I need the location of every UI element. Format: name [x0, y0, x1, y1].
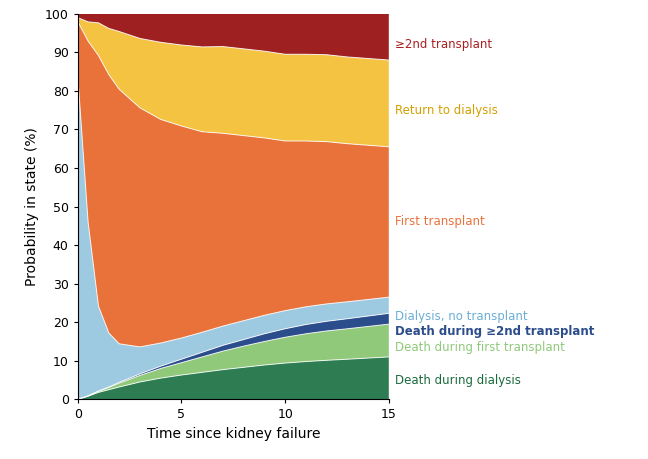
Text: Return to dialysis: Return to dialysis: [395, 104, 498, 117]
Text: Death during ≥2nd transplant: Death during ≥2nd transplant: [395, 325, 594, 338]
Text: First transplant: First transplant: [395, 215, 485, 229]
Text: Death during dialysis: Death during dialysis: [395, 374, 521, 386]
Text: ≥2nd transplant: ≥2nd transplant: [395, 38, 492, 51]
Y-axis label: Probability in state (%): Probability in state (%): [25, 127, 40, 286]
Text: Dialysis, no transplant: Dialysis, no transplant: [395, 310, 527, 323]
Text: Death during first transplant: Death during first transplant: [395, 341, 565, 354]
X-axis label: Time since kidney failure: Time since kidney failure: [146, 427, 320, 441]
